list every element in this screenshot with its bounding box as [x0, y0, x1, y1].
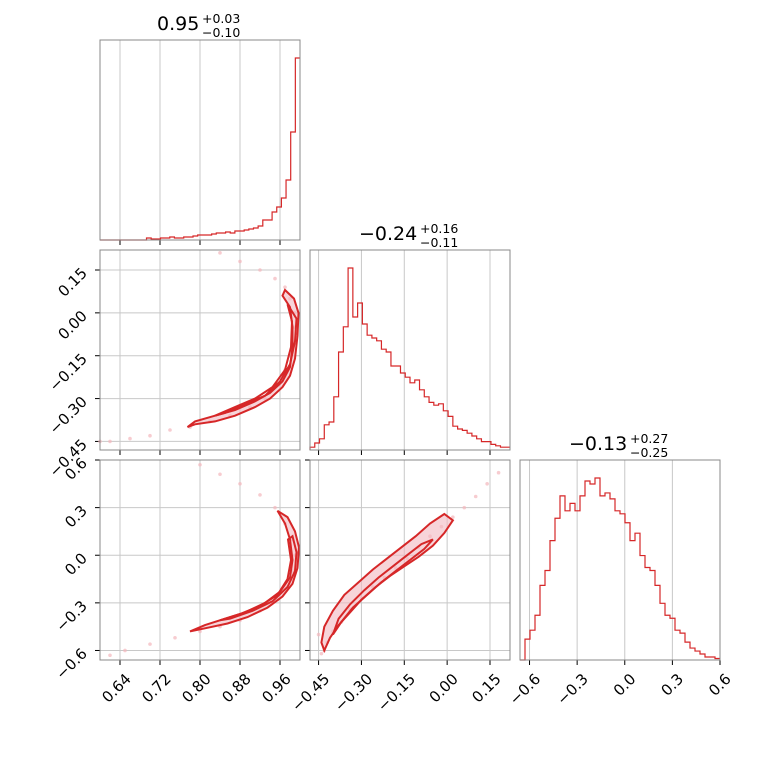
histogram-panel-1: [309, 249, 511, 455]
hist-title-main: −0.13: [569, 433, 627, 455]
x-tick-label: −0.15: [374, 670, 419, 715]
scatter-point: [319, 651, 324, 656]
scatter-point: [123, 648, 127, 653]
x-tick-label: 0.6: [705, 670, 735, 700]
hist-title-lower-error: −0.25: [630, 445, 668, 460]
x-tick-label: −0.3: [553, 670, 591, 708]
x-tick-label: 0.80: [178, 670, 214, 706]
scatter-point: [451, 515, 455, 519]
x-tick-label: −0.6: [506, 670, 544, 708]
axes-frame: [99, 39, 301, 241]
scatter-point: [198, 462, 202, 467]
x-tick-label: 0.0: [610, 670, 640, 700]
x-tick-label: −0.45: [288, 670, 333, 715]
hist-title-param-1: −0.24 +0.16 −0.11: [359, 221, 458, 250]
axes-frame: [309, 459, 511, 661]
axes-frame: [99, 459, 301, 661]
joint-panel-0-2: [95, 459, 301, 665]
panels-layer: [95, 39, 721, 665]
histogram-step-line: [309, 267, 510, 450]
contour-level-1: [331, 538, 434, 636]
scatter-point: [148, 433, 152, 438]
scatter-point: [316, 632, 321, 637]
scatter-point: [238, 259, 242, 264]
contour-level-1: [214, 303, 298, 417]
x-tick-label: 0.15: [468, 670, 504, 706]
tick-labels-layer: 0.64 0.72 0.80 0.88 0.96−0.45−0.30−0.15 0.00 0…: [46, 264, 735, 715]
hist-title-lower-error: −0.11: [420, 235, 458, 250]
histogram-step-line: [100, 57, 300, 241]
hist-title-upper-error: +0.03: [202, 11, 240, 26]
x-tick-label: 0.3: [658, 670, 688, 700]
x-tick-label: 0.00: [426, 670, 462, 706]
axes-frame: [519, 459, 721, 661]
axes-frame: [309, 249, 511, 451]
scatter-point: [273, 276, 277, 281]
y-tick-label: 0.15: [54, 264, 90, 300]
scatter-point: [108, 653, 112, 658]
y-tick-label: −0.30: [46, 393, 91, 438]
scatter-point: [218, 472, 222, 477]
scatter-point: [462, 505, 467, 510]
y-tick-label: −0.3: [52, 597, 90, 635]
scatter-point: [108, 439, 112, 444]
scatter-point: [238, 482, 242, 486]
hist-title-upper-error: +0.27: [630, 431, 668, 446]
scatter-point: [473, 494, 478, 499]
joint-panel-1-2: [305, 459, 511, 665]
scatter-point: [218, 251, 222, 255]
joint-panel-0-1: [95, 249, 301, 455]
x-tick-label: 0.88: [218, 670, 254, 706]
scatter-point: [148, 642, 152, 646]
contour-level-0: [186, 288, 300, 429]
scatter-point: [273, 505, 277, 510]
histogram-step-line: [520, 477, 720, 661]
y-tick-label: 0.3: [61, 502, 91, 532]
hist-title-main: −0.24: [359, 223, 417, 245]
x-tick-label: 0.64: [98, 670, 134, 706]
scatter-point: [283, 285, 287, 289]
hist-title-main: 0.95: [157, 13, 199, 35]
y-tick-label: 0.00: [54, 307, 90, 343]
x-tick-label: −0.30: [331, 670, 376, 715]
scatter-point: [173, 635, 177, 640]
histogram-panel-2: [519, 459, 721, 665]
hist-title-param-2: −0.13 +0.27 −0.25: [569, 431, 668, 460]
x-tick-label: 0.72: [138, 670, 174, 706]
y-tick-label: −0.15: [46, 350, 91, 395]
axes-frame: [99, 249, 301, 451]
scatter-point: [128, 436, 132, 441]
contour-level-1: [219, 534, 298, 622]
scatter-point: [485, 482, 489, 486]
histogram-panel-0: [99, 39, 301, 245]
hist-title-param-0: 0.95 +0.03 −0.10: [157, 11, 240, 40]
y-tick-label: 0.0: [61, 549, 91, 579]
scatter-point: [168, 428, 172, 432]
hist-title-lower-error: −0.10: [202, 25, 240, 40]
scatter-point: [258, 493, 262, 497]
scatter-point: [496, 470, 501, 475]
y-tick-label: −0.6: [52, 645, 90, 683]
hist-title-upper-error: +0.16: [420, 221, 458, 236]
scatter-point: [258, 268, 262, 272]
contour-level-0: [320, 512, 455, 654]
